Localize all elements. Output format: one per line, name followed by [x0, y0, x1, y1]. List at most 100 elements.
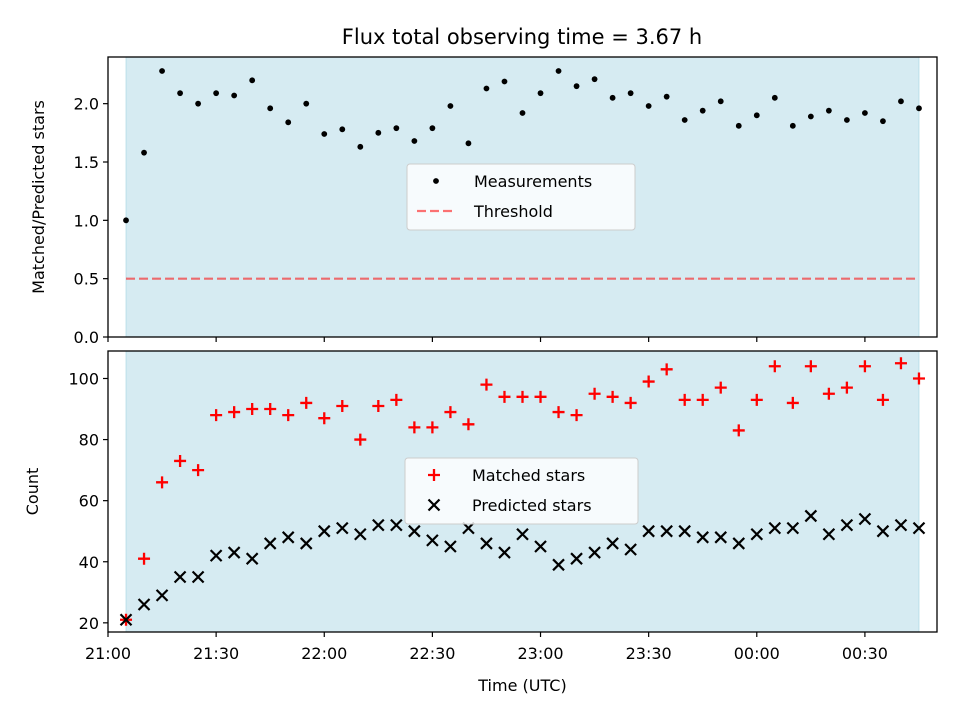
measurement-point	[393, 125, 400, 132]
matched-star-point	[462, 418, 475, 431]
predicted-star-point	[191, 570, 205, 584]
matched-star-point	[696, 393, 709, 406]
measurement-point	[447, 103, 454, 109]
matched-star-point	[552, 406, 565, 419]
measurement-point	[843, 117, 850, 123]
matched-star-point	[174, 454, 187, 467]
predicted-star-point	[498, 546, 511, 559]
measurement-point	[411, 138, 418, 144]
predicted-star-point	[912, 521, 926, 535]
predicted-star-point	[678, 524, 691, 538]
matched-star-point	[912, 372, 925, 385]
matched-star-point	[318, 412, 331, 425]
measurement-point	[645, 103, 652, 109]
matched-star-point	[606, 390, 619, 403]
measurement-point	[807, 113, 814, 120]
y-tick-label: 1.0	[74, 211, 99, 230]
matched-star-point	[426, 421, 439, 434]
y-tick-label: 2.0	[74, 95, 99, 114]
measurement-point	[339, 126, 346, 133]
matched-star-point	[786, 396, 799, 409]
predicted-star-point	[137, 598, 151, 611]
predicted-star-point	[390, 518, 403, 532]
y-axis-label: Count	[23, 468, 42, 516]
matched-star-point	[498, 390, 511, 403]
measurement-point	[123, 217, 129, 224]
legend-label: Matched stars	[472, 466, 585, 485]
axes-frame	[107, 56, 938, 338]
y-tick-label: 1.5	[74, 153, 99, 172]
measurement-point	[555, 68, 562, 74]
legend-marker-predicted	[427, 498, 441, 512]
legend-label: Threshold	[473, 202, 553, 221]
y-tick-label: 80	[79, 431, 99, 450]
predicted-star-point	[426, 534, 439, 547]
x-axis-label: Time (UTC)	[477, 676, 566, 695]
legend-box	[404, 457, 639, 525]
matched-star-point	[858, 360, 871, 373]
matched-star-point	[714, 381, 727, 394]
measurement-point	[321, 131, 328, 137]
measurement-point	[231, 92, 238, 99]
predicted-star-point	[408, 524, 421, 538]
measurement-point	[771, 94, 778, 101]
predicted-star-point	[336, 521, 349, 535]
matched-star-point	[642, 375, 655, 388]
matched-star-point	[750, 393, 763, 406]
predicted-star-point	[840, 518, 854, 532]
chart-title: Flux total observing time = 3.67 h	[342, 25, 702, 49]
predicted-star-point	[822, 527, 836, 541]
matched-star-point	[444, 406, 457, 419]
matched-star-point	[660, 363, 673, 376]
x-tick-label: 22:00	[301, 644, 347, 663]
predicted-star-point	[786, 521, 800, 535]
y-tick-label: 100	[68, 369, 99, 388]
matched-star-point	[390, 393, 403, 406]
matched-star-point	[264, 403, 277, 416]
predicted-star-point	[642, 524, 655, 538]
measurement-point	[267, 105, 274, 112]
predicted-star-point	[804, 509, 818, 523]
predicted-star-point	[624, 543, 637, 556]
predicted-star-point	[858, 512, 872, 526]
y-tick-label: 40	[79, 553, 99, 572]
predicted-star-point	[299, 537, 313, 550]
measurement-point	[717, 98, 724, 105]
y-axis-label: Matched/Predicted stars	[29, 100, 48, 294]
predicted-star-point	[714, 531, 728, 544]
x-tick-label: 21:00	[85, 644, 131, 663]
legend-bottom: Matched stars Predicted stars	[404, 457, 639, 525]
matched-star-point	[678, 393, 691, 406]
legend-top: Measurements Threshold	[406, 163, 636, 231]
matched-star-point	[768, 360, 781, 373]
legend-box	[406, 163, 636, 231]
predicted-star-point	[876, 524, 890, 538]
predicted-star-point	[552, 558, 565, 572]
measurement-point	[609, 94, 616, 101]
predicted-star-point	[660, 524, 673, 538]
matched-star-point	[336, 399, 349, 412]
measurement-point	[573, 83, 580, 90]
matched-star-point	[894, 357, 907, 370]
measurement-point	[465, 140, 472, 147]
measurement-point	[483, 85, 490, 92]
predicted-star-point	[354, 527, 367, 541]
predicted-star-point	[173, 570, 187, 584]
predicted-star-point	[119, 613, 133, 627]
predicted-star-point	[696, 531, 709, 544]
matched-star-point	[282, 409, 295, 422]
predicted-star-point	[281, 531, 295, 544]
matched-star-point	[300, 396, 313, 409]
matched-star-point	[534, 390, 547, 403]
predicted-star-point	[588, 546, 601, 559]
predicted-star-point	[372, 518, 385, 532]
matched-star-point	[732, 424, 745, 437]
predicted-star-point	[155, 589, 169, 602]
matched-star-point	[804, 360, 817, 373]
measurement-point	[862, 110, 868, 116]
matched-star-point	[624, 396, 637, 409]
measurement-point	[591, 76, 598, 83]
predicted-star-point	[570, 552, 583, 565]
predicted-star-point	[516, 527, 529, 541]
